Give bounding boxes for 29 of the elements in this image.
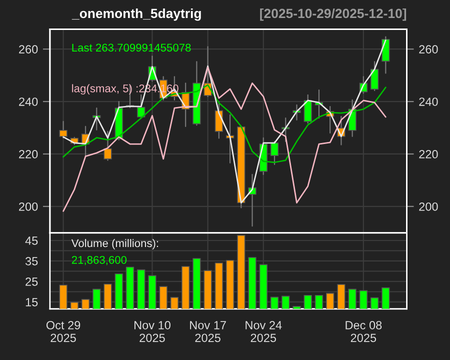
chart-subtitle: [2025-10-29/2025-12-10] xyxy=(260,8,406,21)
y-tick-label: 200 xyxy=(19,202,38,211)
y2-tick-label: 200 xyxy=(419,202,438,211)
line-series xyxy=(62,66,386,212)
y-tick-label: 35 xyxy=(25,257,38,266)
annotation: Volume (millions): xyxy=(71,238,158,250)
x-tick-label: Nov 24 2025 xyxy=(246,320,282,342)
annotation: 21,863,600 xyxy=(72,256,127,266)
candlestick xyxy=(59,120,68,139)
candlestick xyxy=(382,36,390,74)
x-tick-label: Nov 10 2025 xyxy=(134,320,170,342)
candlestick xyxy=(104,130,112,161)
chart-title: _onemonth_5daytrig xyxy=(72,8,201,21)
y-tick-label: 45 xyxy=(25,236,38,245)
x-tick-label: Nov 17 2025 xyxy=(190,321,226,342)
y-tick-label: 220 xyxy=(19,150,38,158)
candlestick xyxy=(370,61,379,92)
y-tick-label: 260 xyxy=(19,45,38,54)
candlestick xyxy=(304,94,312,124)
y2-tick-label: 240 xyxy=(419,98,438,106)
y-tick-label: 25 xyxy=(26,277,38,286)
y-tick-label: 240 xyxy=(19,98,38,106)
annotation: Last 263.709991455078 xyxy=(72,44,191,52)
y2-tick-label: 220 xyxy=(419,150,438,158)
candlestick xyxy=(270,140,279,166)
y2-tick-label: 260 xyxy=(419,45,438,54)
x-tick-label: Oct 29 2025 xyxy=(46,320,80,342)
y-tick-label: 15 xyxy=(26,298,38,306)
x-tick-label: Dec 08 2025 xyxy=(346,320,382,342)
